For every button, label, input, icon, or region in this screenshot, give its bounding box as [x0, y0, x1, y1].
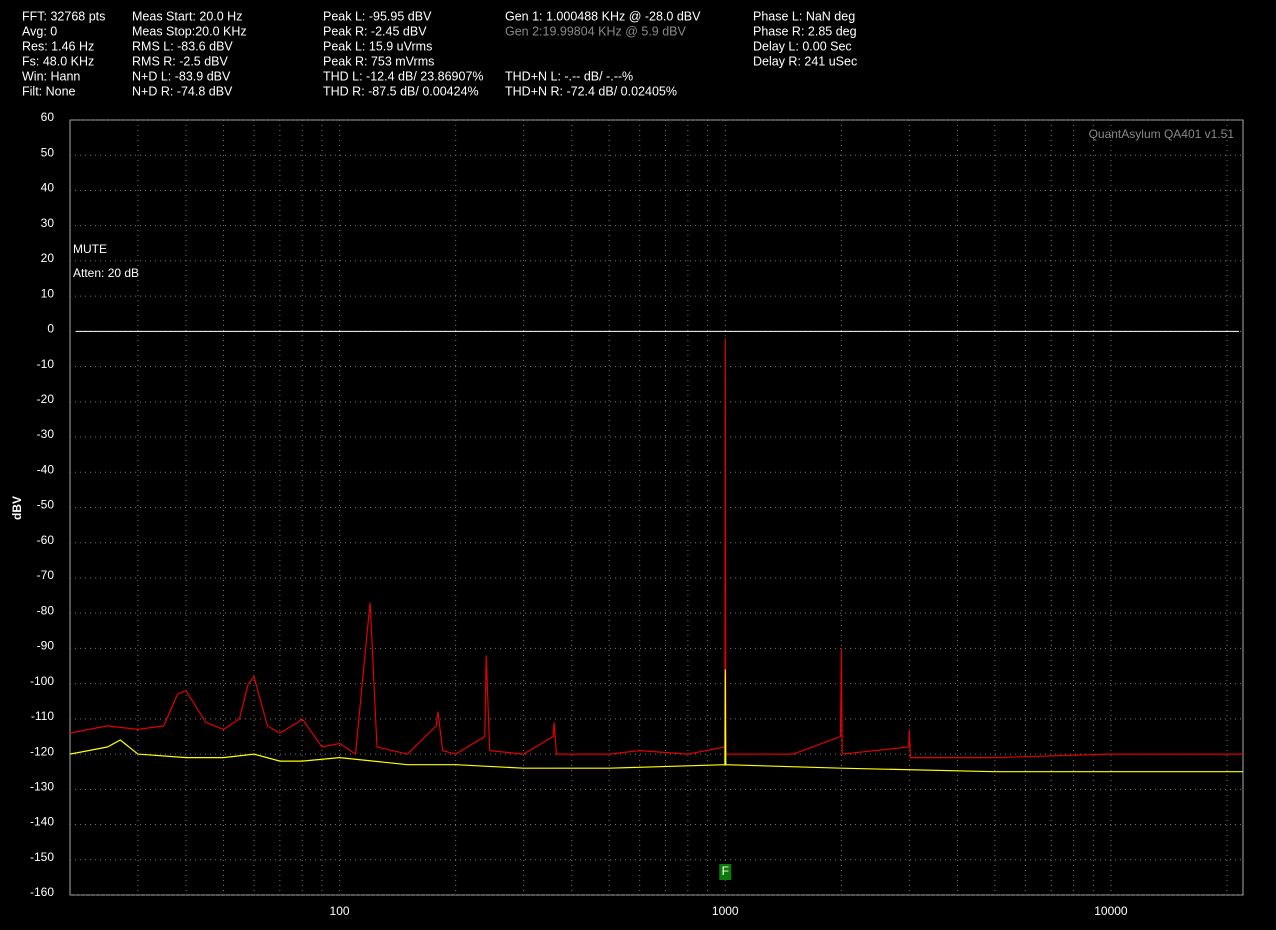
stat-text: Res: 1.46 Hz [22, 39, 94, 53]
stat-text: FFT: 32768 pts [22, 9, 105, 23]
stat-text: Delay R: 241 uSec [753, 54, 857, 68]
stat-text: N+D L: -83.9 dBV [132, 69, 231, 83]
spectrum-line [69, 338, 1243, 759]
watermark: QuantAsylum QA401 v1.51 [1089, 127, 1235, 141]
y-tick-label: -50 [37, 498, 55, 512]
stat-text: THD+N R: -72.4 dB/ 0.02405% [505, 84, 677, 98]
marker-label: F [722, 864, 729, 878]
stat-text: Gen 2:19.99804 KHz @ 5.9 dBV [505, 24, 687, 38]
y-tick-label: -160 [30, 885, 54, 899]
x-tick-label: 10000 [1094, 904, 1128, 918]
stat-text: Meas Start: 20.0 Hz [132, 9, 242, 23]
y-tick-label: 60 [41, 110, 55, 124]
stat-text: RMS L: -83.6 dBV [132, 39, 233, 53]
y-tick-label: 30 [41, 216, 55, 230]
stat-text: Delay L: 0.00 Sec [753, 39, 852, 53]
stat-text: RMS R: -2.5 dBV [132, 54, 229, 68]
y-tick-label: -20 [37, 392, 55, 406]
stat-text: Peak L: 15.9 uVrms [323, 39, 432, 53]
stat-text: Phase L: NaN deg [753, 9, 855, 23]
y-tick-label: -60 [37, 533, 55, 547]
y-tick-label: 10 [41, 286, 55, 300]
stat-text: THD L: -12.4 dB/ 23.86907% [323, 69, 484, 83]
y-tick-label: -130 [30, 779, 54, 793]
y-tick-label: -40 [37, 462, 55, 476]
y-tick-label: -70 [37, 568, 55, 582]
stat-text: THD R: -87.5 dB/ 0.00424% [323, 84, 479, 98]
stat-text: Filt: None [22, 84, 76, 98]
y-tick-label: -120 [30, 744, 54, 758]
y-tick-label: -110 [31, 709, 54, 723]
stat-text: N+D R: -74.8 dBV [132, 84, 233, 98]
stat-text: Meas Stop:20.0 KHz [132, 24, 247, 38]
annotation: MUTE [73, 242, 107, 256]
y-tick-label: -30 [37, 427, 55, 441]
stat-text: Peak L: -95.95 dBV [323, 9, 432, 23]
y-tick-label: 40 [41, 181, 55, 195]
x-tick-label: 1000 [712, 904, 739, 918]
y-tick-label: -80 [37, 603, 55, 617]
marker-box [719, 864, 732, 880]
spectrum-line [69, 669, 1243, 773]
annotation: Atten: 20 dB [73, 266, 139, 280]
stat-text: Peak R: 753 mVrms [323, 54, 434, 68]
y-tick-label: 0 [47, 322, 54, 336]
stat-text: Gen 1: 1.000488 KHz @ -28.0 dBV [505, 9, 701, 23]
stat-text: Win: Hann [22, 69, 80, 83]
stat-text: Avg: 0 [22, 24, 57, 38]
y-tick-label: -140 [30, 815, 54, 829]
stat-text: Peak R: -2.45 dBV [323, 24, 427, 38]
stat-text: Phase R: 2.85 deg [753, 24, 857, 38]
y-axis-label: dBV [10, 496, 24, 520]
y-tick-label: -90 [37, 639, 55, 653]
y-tick-label: 50 [41, 145, 55, 159]
y-tick-label: -10 [37, 357, 55, 371]
stat-text: Fs: 48.0 KHz [22, 54, 94, 68]
x-tick-label: 100 [330, 904, 350, 918]
y-tick-label: -100 [30, 674, 54, 688]
y-tick-label: 20 [41, 251, 55, 265]
stat-text: THD+N L: -.-- dB/ -.--% [505, 69, 633, 83]
y-tick-label: -150 [30, 850, 54, 864]
